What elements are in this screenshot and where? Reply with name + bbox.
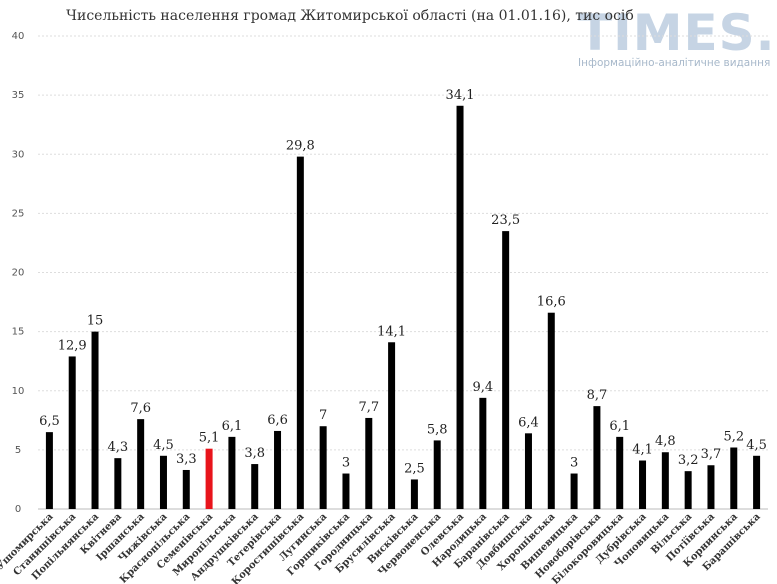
data-label: 3,7 [701, 447, 722, 462]
bar [661, 452, 669, 509]
bar [68, 356, 76, 509]
bar [479, 397, 487, 509]
y-tick-label: 10 [12, 386, 25, 397]
data-label: 6,5 [39, 414, 60, 429]
bar [616, 436, 624, 509]
bar [182, 469, 190, 509]
data-label: 6,1 [222, 419, 243, 434]
y-tick-label: 5 [15, 445, 21, 456]
data-label: 7,6 [130, 401, 151, 416]
data-label: 5,8 [427, 422, 448, 437]
data-label: 7 [319, 408, 327, 423]
bar [274, 430, 282, 509]
data-label: 3,3 [176, 452, 197, 467]
bar [296, 156, 304, 510]
bar [228, 436, 236, 509]
data-label: 3,2 [678, 453, 699, 468]
y-tick-label: 0 [15, 504, 21, 515]
y-tick-label: 30 [12, 149, 25, 160]
bar [45, 432, 53, 509]
data-label: 3 [342, 456, 350, 471]
data-label: 5,1 [199, 431, 220, 446]
bar [684, 471, 692, 509]
bar [410, 479, 418, 509]
bar [707, 465, 715, 509]
bar [388, 342, 396, 509]
y-axis: 0 5 10 15 20 25 30 35 40 [12, 31, 25, 515]
data-label: 4,5 [153, 438, 174, 453]
bar [205, 448, 213, 509]
data-label: 29,8 [286, 139, 315, 154]
bar [753, 455, 761, 509]
bars [45, 105, 761, 510]
bar [730, 447, 738, 509]
bar [137, 419, 145, 509]
data-label: 8,7 [587, 388, 608, 403]
bar [524, 433, 532, 509]
data-label: 4,1 [632, 443, 653, 458]
bar [456, 105, 464, 509]
gridlines [38, 35, 768, 510]
data-label: 23,5 [491, 213, 520, 228]
y-tick-label: 25 [12, 208, 25, 219]
bar [365, 417, 373, 509]
data-label: 3 [570, 456, 578, 471]
bar [593, 406, 601, 509]
chart-title: Чисельність населення громад Житомирсько… [66, 8, 634, 24]
data-label: 14,1 [377, 324, 406, 339]
data-label: 4,8 [655, 434, 676, 449]
bar [319, 426, 327, 509]
data-label: 4,3 [108, 440, 129, 455]
data-label: 6,4 [518, 415, 539, 430]
bar [251, 464, 259, 509]
data-label: 12,9 [58, 338, 87, 353]
data-label: 6,6 [267, 413, 288, 428]
data-label: 9,4 [473, 380, 494, 395]
data-label: 15 [87, 314, 104, 329]
bar [502, 231, 510, 510]
data-label: 16,6 [537, 295, 566, 310]
bar [547, 312, 555, 509]
bar [114, 458, 122, 509]
data-label: 3,8 [244, 446, 265, 461]
y-tick-label: 15 [12, 327, 25, 338]
logo: TIMES.ZT Інформаційно-аналітичне видання [578, 4, 777, 69]
y-tick-label: 20 [12, 268, 25, 279]
bar [91, 331, 99, 509]
data-label: 6,1 [609, 419, 630, 434]
data-label: 5,2 [723, 430, 744, 445]
bar [159, 455, 167, 509]
data-label: 7,7 [358, 400, 379, 415]
y-tick-label: 40 [12, 31, 25, 42]
logo-tagline: Інформаційно-аналітичне видання [578, 57, 770, 69]
data-label: 4,5 [746, 438, 767, 453]
data-label: 34,1 [446, 88, 475, 103]
x-axis: УшомирськаСтанишівськаПопільнянськаКвітн… [0, 511, 763, 584]
logo-name: TIMES.ZT [578, 4, 777, 62]
data-label: 2,5 [404, 461, 425, 476]
bar [570, 473, 578, 509]
bar [433, 440, 441, 509]
bar [342, 473, 350, 509]
y-tick-label: 35 [12, 90, 25, 101]
data-labels: 6,512,9154,37,64,53,35,16,13,86,629,8737… [39, 88, 767, 477]
bar [639, 460, 647, 509]
